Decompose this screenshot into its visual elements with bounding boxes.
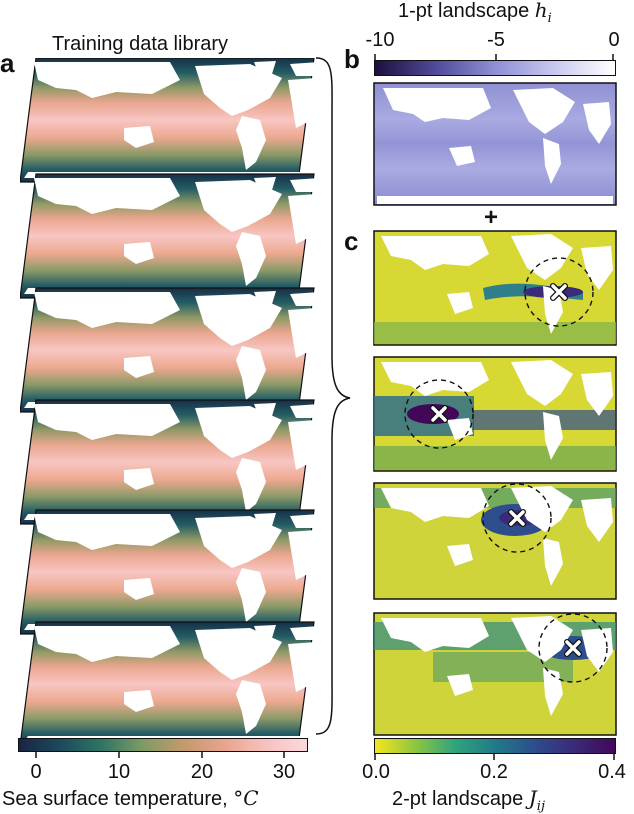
j-colorbar — [374, 738, 616, 754]
sst-tick-20: 20 — [190, 761, 214, 783]
sst-map-2 — [20, 174, 320, 298]
j-landscape-maps — [373, 230, 617, 736]
j-tick-0.4: 0.4 — [598, 761, 626, 783]
j-colorbar-label: 2-pt landscape Jij — [392, 788, 545, 813]
sst-tick-0: 0 — [30, 761, 42, 783]
sst-tick-30: 30 — [272, 761, 296, 783]
panel-b-letter: b — [344, 44, 360, 74]
panel-b-title-text: 1-pt landscape — [398, 0, 535, 22]
sst-map-4 — [20, 400, 320, 524]
j-tick-0.2: 0.2 — [480, 761, 508, 783]
panel-c-letter: c — [344, 226, 359, 256]
j-map-1 — [373, 230, 617, 346]
sst-colorbar — [18, 738, 308, 752]
h-tick-0: 0 — [608, 29, 620, 51]
sst-map-6 — [20, 622, 320, 746]
h-tick-minus10: -10 — [365, 29, 395, 51]
h-landscape-map — [373, 82, 617, 206]
sst-map-1 — [20, 58, 320, 182]
j-label-sub: ij — [536, 799, 545, 814]
h-colorbar — [374, 60, 616, 76]
sst-tick-10: 10 — [107, 761, 131, 783]
j-tick-0: 0.0 — [362, 761, 390, 783]
j-label-text: 2-pt landscape — [392, 788, 529, 810]
panel-a-letter: a — [0, 48, 15, 78]
sst-map-3 — [20, 288, 320, 412]
library-brace — [315, 57, 351, 735]
sst-label-text: Sea surface temperature, — [2, 788, 234, 810]
j-colorbar-ticks — [374, 754, 615, 760]
h-tick-minus5: -5 — [487, 29, 505, 51]
plus-sign: + — [484, 204, 499, 231]
j-map-2 — [373, 356, 617, 472]
h-colorbar-ticks — [374, 54, 614, 60]
sst-map-stack — [20, 58, 330, 778]
j-map-3 — [373, 482, 617, 600]
sst-colorbar-ticks — [35, 752, 285, 758]
panel-b-title-symbol: h — [534, 0, 548, 22]
j-map-4 — [373, 612, 617, 736]
sst-colorbar-label: Sea surface temperature, °C — [2, 788, 259, 809]
panel-a-title: Training data library — [52, 33, 229, 55]
j-label-symbol: J — [528, 786, 537, 810]
sst-label-unit: °C — [233, 786, 259, 810]
panel-b-title-sub: i — [547, 11, 552, 26]
panel-b-title: 1-pt landscape hi — [398, 0, 552, 25]
sst-map-5 — [20, 510, 320, 634]
